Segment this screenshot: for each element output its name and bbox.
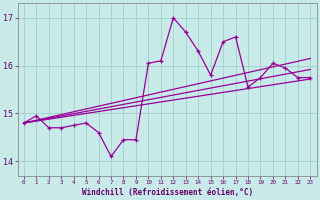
X-axis label: Windchill (Refroidissement éolien,°C): Windchill (Refroidissement éolien,°C): [82, 188, 253, 197]
